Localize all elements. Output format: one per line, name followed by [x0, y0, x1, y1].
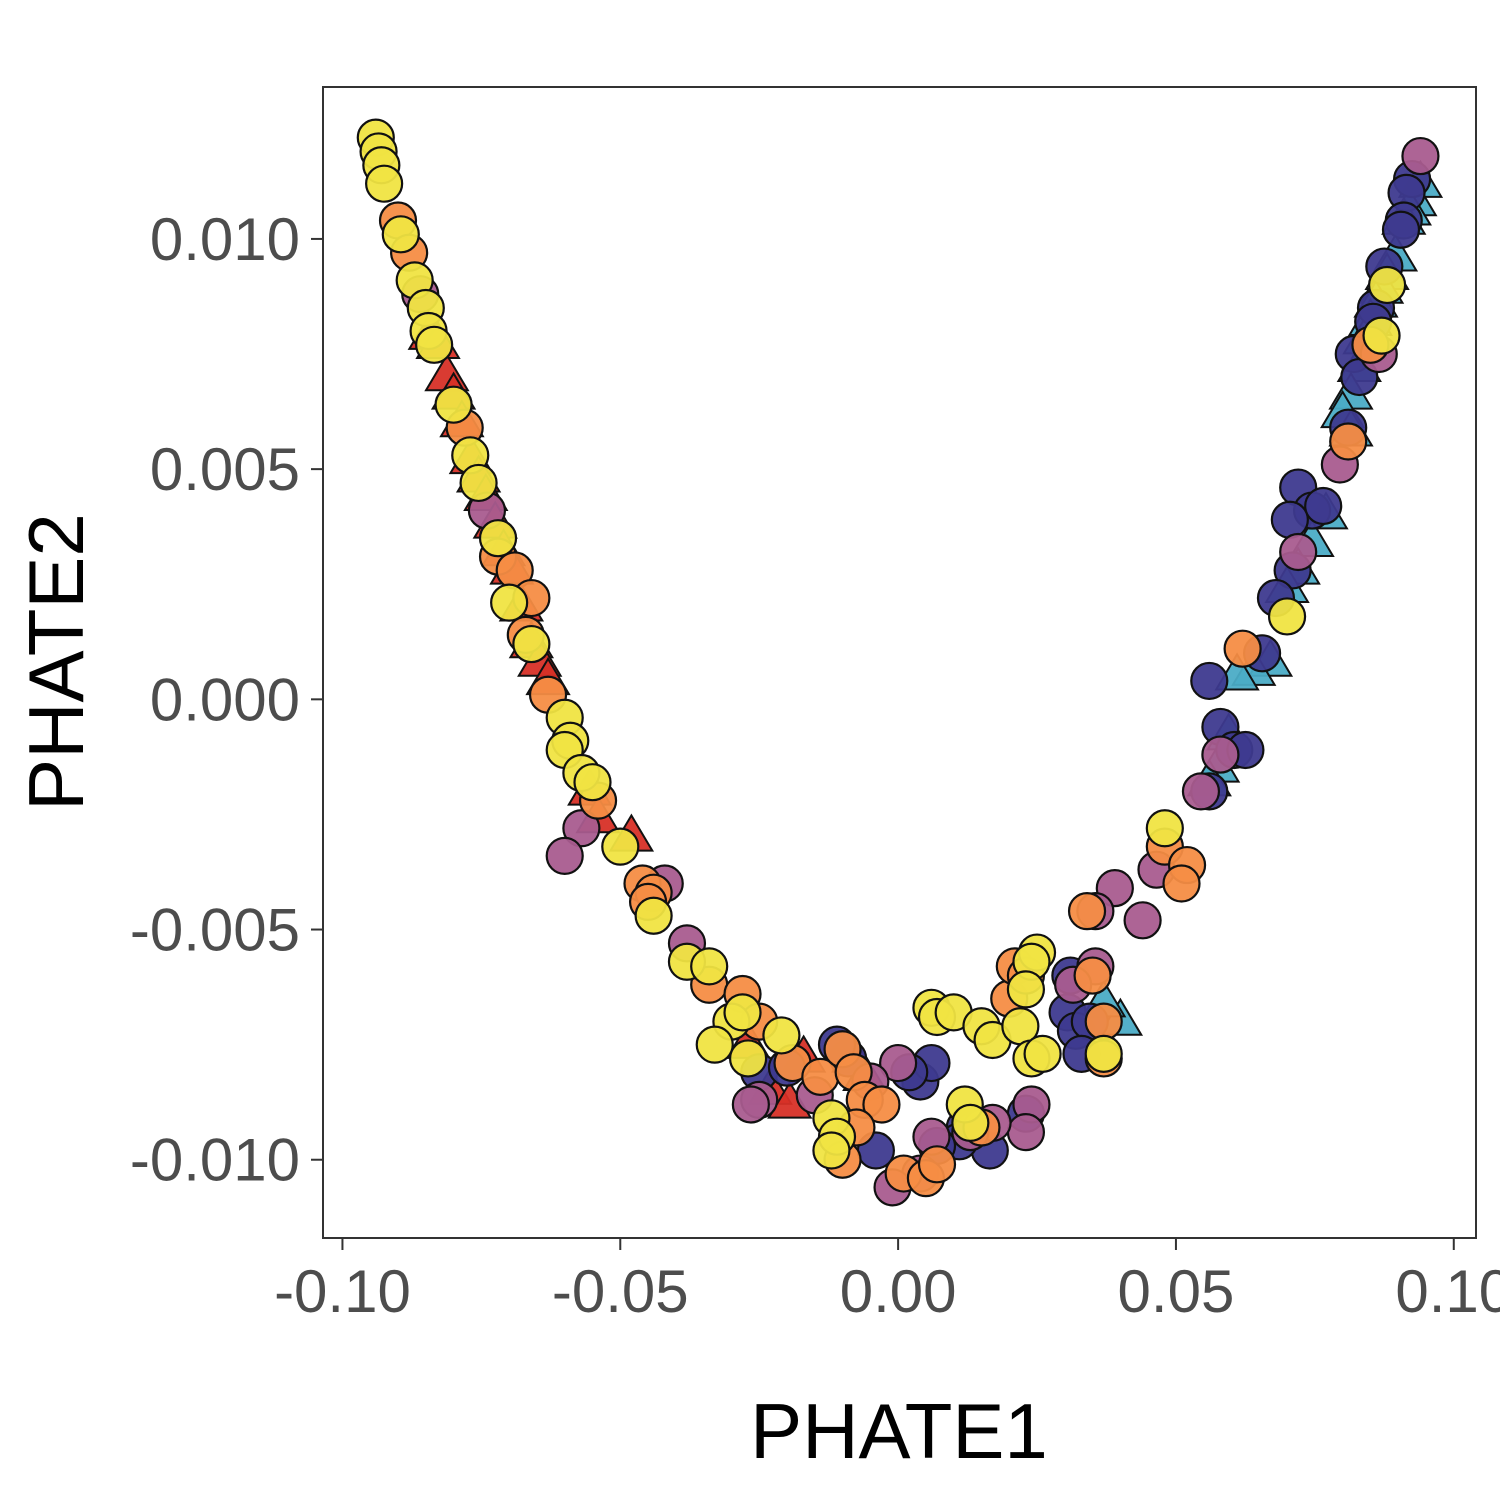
data-point — [434, 385, 473, 424]
y-tick-label: 0.005 — [150, 436, 300, 503]
data-point — [1362, 316, 1401, 355]
data-point — [573, 763, 612, 802]
data-point — [695, 1025, 734, 1064]
data-point — [1067, 892, 1107, 931]
data-point — [562, 809, 601, 848]
data-point — [762, 1016, 801, 1055]
data-point — [690, 947, 729, 986]
points-layer — [356, 118, 1444, 1207]
data-point — [1073, 956, 1112, 995]
data-point — [879, 1043, 918, 1083]
data-point — [1223, 629, 1262, 668]
y-tick-label: -0.005 — [130, 897, 300, 964]
data-point — [1367, 265, 1407, 305]
data-point — [723, 993, 762, 1032]
data-point — [731, 1085, 770, 1124]
plot-panel-border — [322, 86, 1477, 1239]
data-point — [634, 896, 673, 935]
data-point — [812, 1131, 851, 1170]
x-axis: -0.10 -0.05 0.00 0.05 0.10 — [274, 1238, 1500, 1325]
data-point — [728, 1039, 768, 1078]
data-point — [1006, 970, 1046, 1009]
data-point — [1201, 735, 1240, 774]
data-point — [478, 519, 518, 558]
data-point — [862, 1085, 901, 1124]
data-point — [1270, 500, 1309, 539]
data-point — [1006, 1113, 1046, 1152]
x-tick-label: -0.05 — [552, 1258, 689, 1325]
data-point — [415, 325, 454, 364]
y-tick-label: 0.000 — [150, 666, 300, 733]
data-point — [1190, 661, 1229, 701]
series-yellow-circle — [356, 118, 1407, 1170]
data-point — [1329, 422, 1368, 461]
data-point — [545, 836, 584, 875]
y-tick-label: 0.010 — [150, 206, 300, 273]
data-point — [512, 624, 551, 664]
data-point — [1401, 136, 1440, 176]
x-axis-title: PHATE1 — [750, 1387, 1048, 1475]
data-point — [1123, 901, 1162, 940]
x-tick-label: -0.10 — [274, 1258, 411, 1325]
data-point — [490, 583, 529, 622]
data-point — [459, 463, 498, 503]
data-point — [601, 827, 640, 866]
x-tick-label: 0.05 — [1118, 1258, 1235, 1325]
x-tick-label: 0.10 — [1395, 1258, 1500, 1325]
data-point — [951, 1103, 990, 1143]
data-point — [1181, 772, 1221, 811]
data-point — [1267, 597, 1307, 636]
data-point — [1381, 210, 1421, 249]
data-point — [1279, 532, 1318, 572]
data-point — [381, 215, 420, 254]
data-point — [917, 1145, 957, 1184]
data-point — [1145, 809, 1184, 848]
data-point — [1084, 1034, 1123, 1073]
data-point — [1084, 1002, 1123, 1041]
data-point — [365, 164, 404, 203]
y-axis-title: PHATE2 — [12, 513, 100, 811]
y-axis: -0.010 -0.005 0.000 0.005 0.010 — [130, 206, 323, 1194]
x-tick-label: 0.00 — [840, 1258, 957, 1325]
data-point — [1023, 1034, 1062, 1073]
data-point — [1162, 864, 1201, 903]
data-point — [1304, 486, 1343, 526]
y-tick-label: -0.010 — [130, 1127, 300, 1194]
